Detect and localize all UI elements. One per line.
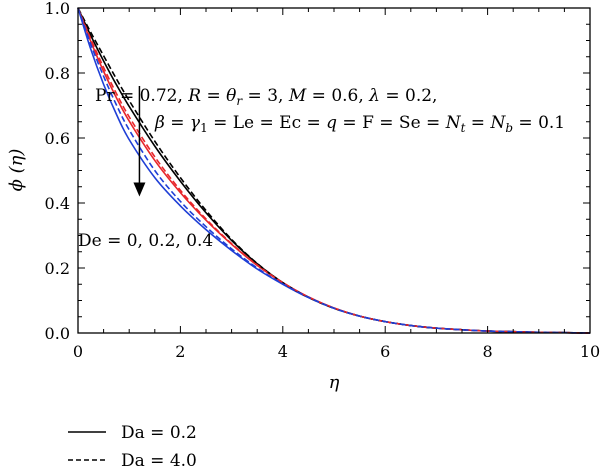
annotation-params-line2: β = γ1 = Le = Ec = q = F = Se = Nt = Nb … — [154, 113, 565, 135]
y-tick-label: 0.8 — [45, 64, 70, 83]
series-line-da-4-0-de-0-4 — [77, 7, 591, 334]
plot-lines — [77, 7, 591, 334]
annotation-params-line1: Pr = 0.72, R = θr = 3, M = 0.6, λ = 0.2, — [95, 86, 437, 108]
y-tick-label: 0.4 — [45, 194, 70, 213]
y-tick-label: 0.6 — [45, 129, 70, 148]
de-arrow-head — [133, 182, 146, 197]
x-tick-label: 8 — [483, 342, 493, 361]
x-tick-label: 6 — [380, 342, 390, 361]
arrow-label: De = 0, 0.2, 0.4 — [78, 231, 213, 251]
x-tick-label: 0 — [73, 342, 83, 361]
x-tick-label: 2 — [175, 342, 185, 361]
legend-label-da-4-0: Da = 4.0 — [121, 451, 197, 466]
x-tick-label: 10 — [580, 342, 600, 361]
legend: Da = 0.2 Da = 4.0 — [68, 423, 197, 466]
x-tick-label: 4 — [278, 342, 288, 361]
y-axis-label: ϕ (η) — [6, 149, 27, 192]
y-tick-label: 1.0 — [45, 0, 70, 18]
axis-ticks: 0 2 4 6 8 10 0.0 0.2 0.4 0.6 0.8 1.0 — [45, 0, 600, 361]
x-axis-label: η — [329, 372, 340, 393]
y-tick-label: 0.2 — [45, 259, 70, 278]
legend-label-da-0-2: Da = 0.2 — [121, 423, 197, 443]
y-tick-label: 0.0 — [45, 324, 70, 343]
